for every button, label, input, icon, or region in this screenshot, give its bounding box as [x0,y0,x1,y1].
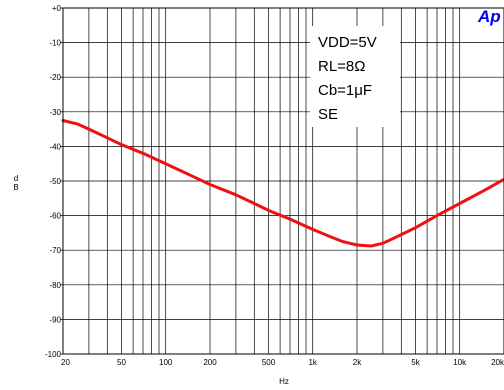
legend-box [310,26,400,127]
x-tick-label: 20k [491,358,504,367]
y-axis-label-bottom: B [13,183,18,192]
y-tick-label: -50 [49,177,61,186]
y-tick-label: -80 [49,281,61,290]
x-axis-label: Hz [279,377,289,386]
x-tick-label: 20 [61,358,70,367]
grid [63,8,504,354]
y-tick-label: -60 [49,212,61,221]
legend-vdd: VDD=5V [318,34,377,51]
x-tick-label: 1k [308,358,317,367]
x-tick-label: 10k [453,358,467,367]
x-tick-label: 2k [353,358,362,367]
y-tick-label: -100 [45,350,62,359]
x-tick-label: 100 [159,358,173,367]
logo-text: Ap [477,7,501,26]
y-tick-label: -10 [49,39,61,48]
legend-cb: Cb=1μF [318,82,372,99]
legend-rl: RL=8Ω [318,58,366,75]
y-tick-label: -20 [49,73,61,82]
series-group [61,119,504,248]
x-tick-label: 500 [262,358,276,367]
y-axis-label-top: d [14,174,18,183]
y-tick-label: -70 [49,246,61,255]
x-tick-label: 5k [411,358,420,367]
y-tick-label: -40 [49,142,61,151]
x-tick-label: 200 [203,358,217,367]
series-line [61,119,504,248]
y-tick-label: -30 [49,108,61,117]
y-tick-label: -90 [49,315,61,324]
x-tick-label: 50 [117,358,126,367]
y-tick-label: +0 [52,4,62,13]
plot-frame [62,7,504,355]
legend-se: SE [318,106,338,123]
